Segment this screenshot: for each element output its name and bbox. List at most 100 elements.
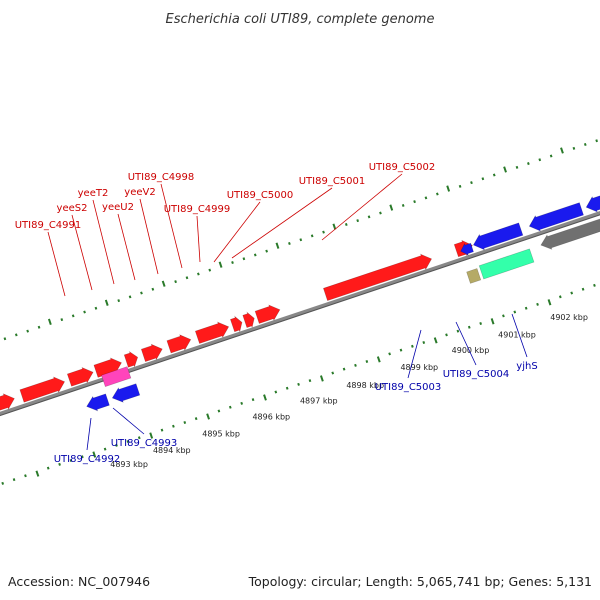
label-leader-line bbox=[213, 201, 261, 263]
reverse-gene-labels: UTI89_C4992 UTI89_C4993 UTI89_C5003UTI89_C… bbox=[54, 313, 538, 465]
tick-mark bbox=[240, 401, 244, 405]
gene-label: UTI89_C5002 bbox=[369, 162, 436, 173]
tick-mark bbox=[342, 367, 346, 371]
tick-mark bbox=[411, 344, 414, 348]
tick-mark bbox=[83, 310, 86, 314]
tick-mark bbox=[436, 192, 439, 196]
tick-mark bbox=[297, 382, 300, 386]
tick-mark bbox=[172, 424, 175, 428]
tick-mark bbox=[433, 337, 438, 344]
tick-mark bbox=[319, 375, 324, 382]
tick-mark bbox=[231, 261, 234, 265]
kbp-label: 4898 kbp bbox=[346, 381, 384, 390]
gene-label: UTI89_C4991 bbox=[15, 220, 82, 231]
tick-mark bbox=[275, 242, 280, 249]
gene-label: UTI89_C4992 bbox=[54, 454, 121, 465]
tick-mark bbox=[389, 204, 394, 211]
tick-mark bbox=[458, 184, 462, 188]
trna-feature bbox=[478, 248, 535, 280]
forward-gene-arrow bbox=[19, 376, 66, 403]
label-leader-line bbox=[92, 199, 115, 285]
gene-label: yjhS bbox=[516, 361, 537, 372]
kbp-label: 4899 kbp bbox=[400, 363, 438, 372]
tick-mark bbox=[467, 325, 471, 329]
reverse-gene-arrow bbox=[585, 195, 600, 213]
tick-mark bbox=[446, 185, 451, 192]
gene-label: UTI89_C5004 bbox=[443, 369, 510, 380]
tick-mark bbox=[71, 314, 75, 318]
tick-mark bbox=[560, 147, 564, 154]
tick-mark bbox=[344, 222, 348, 226]
tick-mark bbox=[445, 333, 448, 337]
tick-mark bbox=[365, 360, 369, 364]
forward-gene-arrow bbox=[140, 343, 163, 362]
tick-mark bbox=[24, 474, 27, 478]
tick-mark bbox=[331, 371, 335, 375]
tick-mark bbox=[12, 478, 16, 482]
map-title: Escherichia coli UTI89, complete genome bbox=[166, 12, 435, 27]
forward-gene-arrow bbox=[66, 366, 94, 387]
tick-mark bbox=[515, 165, 519, 169]
tick-mark bbox=[242, 257, 246, 261]
tick-mark bbox=[490, 318, 495, 325]
tick-mark bbox=[332, 223, 337, 230]
forward-gene-arrow bbox=[123, 350, 139, 368]
tick-mark bbox=[194, 417, 198, 421]
tick-mark bbox=[308, 379, 312, 383]
tick-mark bbox=[81, 455, 84, 459]
tick-mark bbox=[217, 409, 221, 413]
rrna-feature bbox=[101, 366, 132, 387]
tick-mark bbox=[60, 318, 64, 322]
tick-mark bbox=[479, 321, 483, 325]
tick-mark bbox=[14, 333, 18, 337]
label-leader-line bbox=[407, 329, 422, 379]
gene-label: yeeT2 bbox=[78, 188, 109, 199]
tick-mark bbox=[399, 348, 403, 352]
tick-mark bbox=[46, 466, 50, 470]
tick-mark bbox=[470, 181, 473, 185]
tick-mark bbox=[37, 325, 41, 329]
tick-mark bbox=[424, 196, 428, 200]
tick-mark bbox=[137, 436, 141, 440]
tick-mark bbox=[26, 329, 30, 333]
tick-mark bbox=[265, 249, 268, 253]
tick-mark bbox=[126, 440, 130, 444]
forward-gene-labels: UTI89_C4991 yeeS2 yeeT2 yeeU2 yeeV2 UTI89_C49… bbox=[15, 162, 436, 297]
feature-track bbox=[0, 195, 600, 412]
tick-mark bbox=[183, 420, 187, 424]
label-leader-line bbox=[160, 183, 183, 269]
forward-gene-arrow bbox=[254, 304, 281, 324]
gene-label: UTI89_C5001 bbox=[299, 176, 366, 187]
tick-mark bbox=[513, 310, 517, 314]
forward-gene-arrow bbox=[93, 357, 122, 378]
tick-mark bbox=[595, 139, 599, 143]
tick-mark bbox=[492, 173, 496, 177]
tick-mark bbox=[160, 428, 164, 432]
tick-mark bbox=[3, 337, 7, 341]
tick-mark bbox=[115, 443, 118, 447]
outer-forward-tick-track bbox=[3, 139, 599, 341]
tick-mark bbox=[206, 413, 210, 420]
tick-mark bbox=[128, 295, 132, 299]
tick-mark bbox=[503, 166, 507, 173]
tick-mark bbox=[1, 481, 5, 485]
genome-summary-text: Topology: circular; Length: 5,065,741 bp… bbox=[248, 574, 592, 589]
kbp-label: 4896 kbp bbox=[252, 413, 290, 422]
tick-mark bbox=[69, 459, 73, 463]
tick-mark bbox=[322, 230, 325, 234]
label-leader-line bbox=[231, 187, 333, 259]
forward-gene-arrow bbox=[230, 315, 243, 333]
tick-mark bbox=[288, 242, 291, 246]
tick-mark bbox=[161, 280, 166, 287]
tick-mark bbox=[524, 306, 528, 310]
reverse-gene-arrow bbox=[460, 242, 474, 256]
forward-gene-arrow bbox=[323, 253, 433, 301]
tick-mark bbox=[253, 253, 257, 257]
accession-text: Accession: NC_007946 bbox=[8, 574, 150, 589]
tick-mark bbox=[92, 451, 97, 458]
tick-mark bbox=[299, 238, 303, 242]
gene-label: UTI89_C4993 bbox=[111, 438, 178, 449]
backbone-shadow bbox=[0, 213, 600, 417]
tick-mark bbox=[558, 295, 562, 299]
tick-mark bbox=[35, 470, 40, 477]
